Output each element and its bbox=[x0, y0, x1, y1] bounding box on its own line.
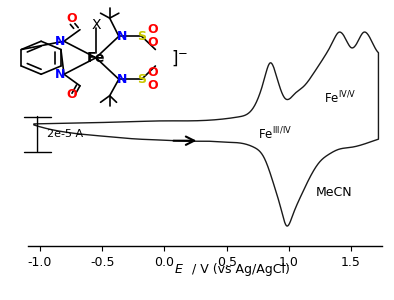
Text: X: X bbox=[91, 18, 101, 32]
Text: O: O bbox=[67, 88, 77, 101]
Text: O: O bbox=[148, 66, 158, 79]
Text: 2e-5 A: 2e-5 A bbox=[48, 129, 84, 139]
Text: O: O bbox=[148, 23, 158, 36]
Text: S: S bbox=[137, 30, 146, 43]
Text: / V (vs Ag/AgCl): / V (vs Ag/AgCl) bbox=[192, 263, 290, 276]
Text: O: O bbox=[148, 36, 158, 50]
Text: $\mathrm{Fe}^{\mathrm{IV/V}}$: $\mathrm{Fe}^{\mathrm{IV/V}}$ bbox=[324, 90, 356, 107]
Text: N: N bbox=[56, 35, 66, 48]
Text: O: O bbox=[148, 79, 158, 92]
Text: N: N bbox=[117, 73, 127, 86]
Text: N: N bbox=[56, 68, 66, 81]
Text: O: O bbox=[67, 13, 77, 26]
Text: $\it{E}$: $\it{E}$ bbox=[175, 263, 184, 276]
Text: MeCN: MeCN bbox=[316, 186, 353, 199]
Text: ]$^{-}$: ]$^{-}$ bbox=[171, 48, 189, 68]
Text: Fe: Fe bbox=[87, 51, 105, 65]
Text: S: S bbox=[137, 73, 146, 86]
Text: $\mathrm{Fe}^{\mathrm{III/IV}}$: $\mathrm{Fe}^{\mathrm{III/IV}}$ bbox=[258, 126, 292, 142]
Text: N: N bbox=[117, 30, 127, 43]
